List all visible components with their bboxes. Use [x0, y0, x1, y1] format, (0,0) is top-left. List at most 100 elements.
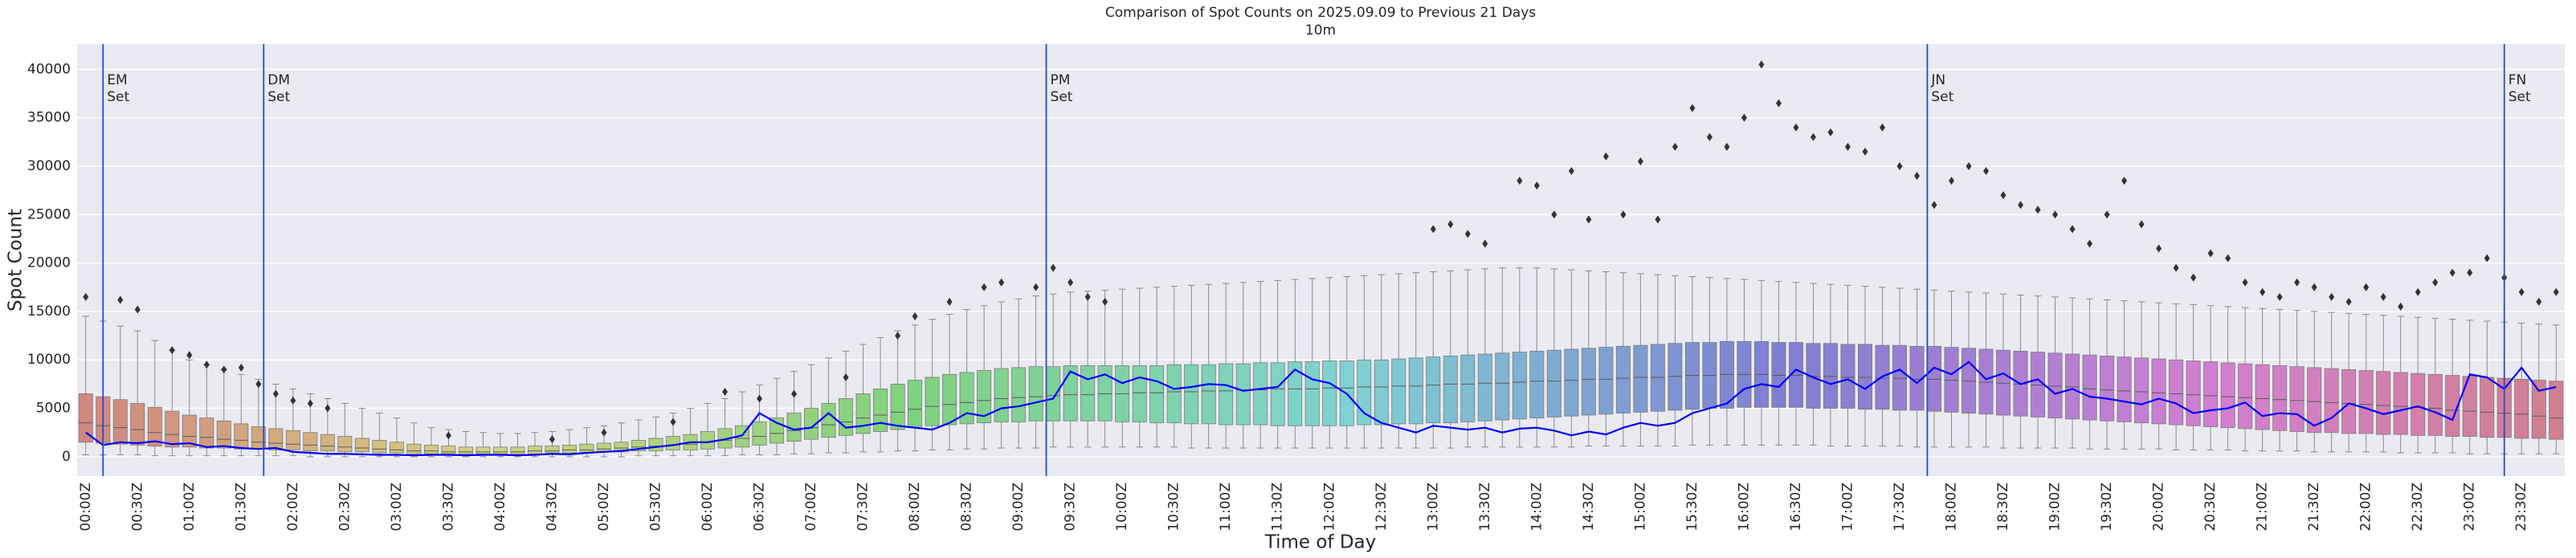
box [2549, 381, 2564, 440]
box [873, 389, 888, 432]
outlier [2294, 278, 2300, 287]
box [2376, 371, 2391, 435]
box [1460, 354, 1476, 422]
box [406, 443, 422, 454]
outlier [2380, 292, 2386, 301]
box [216, 420, 231, 449]
marks: EM Set DM Set PM Set JN Set FN Set [78, 44, 2564, 476]
event-label: DM Set [267, 72, 290, 105]
box [2289, 366, 2305, 432]
x-tick-label: 01:30Z [233, 483, 249, 532]
x-tick-label: 07:00Z [803, 483, 819, 532]
outlier [722, 388, 729, 397]
box [510, 446, 525, 454]
outlier [670, 417, 676, 426]
box [2151, 358, 2166, 425]
box [2341, 369, 2357, 434]
outlier [2087, 239, 2093, 248]
box [2358, 370, 2374, 434]
outlier [2035, 206, 2041, 214]
box [2100, 356, 2115, 422]
x-tick-label: 14:30Z [1581, 483, 1597, 532]
box [1650, 344, 1665, 412]
outlier [2069, 225, 2076, 234]
outlier [1896, 161, 1903, 170]
y-tick-label: 35000 [27, 110, 71, 126]
box [890, 384, 905, 430]
outlier [2449, 268, 2456, 277]
chart-title: Comparison of Spot Counts on 2025.09.09 … [1105, 5, 1536, 21]
outlier [445, 431, 451, 440]
box [959, 372, 974, 425]
x-tick-label: 06:30Z [752, 483, 768, 532]
x-tick-label: 14:00Z [1529, 483, 1545, 532]
x-tick-label: 06:00Z [700, 483, 716, 532]
box [821, 403, 836, 438]
outlier [981, 283, 987, 291]
box [354, 438, 369, 453]
box [925, 377, 940, 426]
x-tick-label: 15:00Z [1632, 483, 1648, 532]
outlier [1706, 132, 1713, 141]
x-tick-label: 23:30Z [2513, 483, 2529, 532]
box [492, 446, 508, 454]
x-tick-label: 10:30Z [1166, 483, 1182, 532]
outlier [255, 380, 262, 389]
box [700, 431, 716, 450]
outlier [2121, 177, 2128, 185]
box [234, 423, 249, 450]
box [804, 408, 819, 440]
grid [77, 68, 2565, 458]
outlier [1862, 147, 1868, 156]
outlier [2225, 254, 2231, 263]
box [1166, 364, 1182, 424]
box [770, 417, 785, 444]
y-tick-label: 0 [62, 449, 71, 465]
y-tick-label: 10000 [27, 352, 71, 368]
outlier [2553, 287, 2559, 296]
outlier [1879, 123, 1885, 132]
outlier [2052, 210, 2059, 219]
box [665, 436, 680, 450]
box [1028, 366, 1043, 422]
x-tick-label: 16:00Z [1736, 483, 1752, 532]
x-tick-label: 01:00Z [182, 483, 198, 532]
x-tick-label: 19:30Z [2099, 483, 2115, 532]
box [389, 442, 404, 454]
box [285, 430, 300, 450]
outlier [998, 278, 1005, 287]
outlier [325, 404, 331, 413]
box [1788, 342, 1803, 408]
box [2411, 373, 2426, 436]
outlier [601, 428, 607, 437]
box [908, 380, 923, 429]
box [2445, 375, 2460, 437]
x-tick-label: 02:00Z [285, 483, 301, 532]
outlier [186, 351, 193, 360]
box [1719, 340, 1734, 409]
x-tick-label: 20:00Z [2151, 483, 2167, 532]
outlier [169, 346, 175, 355]
box [2047, 352, 2063, 419]
box [596, 442, 611, 453]
x-tick-label: 23:00Z [2462, 483, 2478, 532]
x-tick-label: 22:00Z [2358, 483, 2374, 532]
x-tick-label: 12:00Z [1321, 483, 1337, 532]
box [1771, 342, 1786, 408]
outlier [1949, 177, 1955, 185]
outlier [1966, 161, 1972, 170]
x-tick-label: 08:30Z [959, 483, 975, 532]
outlier [1430, 225, 1436, 234]
outlier [2190, 273, 2197, 282]
box [320, 434, 335, 452]
box [1978, 348, 1994, 415]
box [1201, 364, 1216, 425]
box [1080, 365, 1096, 422]
box [2220, 362, 2235, 429]
outlier [1517, 177, 1523, 185]
box [2065, 353, 2080, 420]
box [1944, 347, 1959, 413]
box [2480, 377, 2495, 438]
box [2393, 372, 2408, 435]
outlier [1533, 181, 1540, 190]
